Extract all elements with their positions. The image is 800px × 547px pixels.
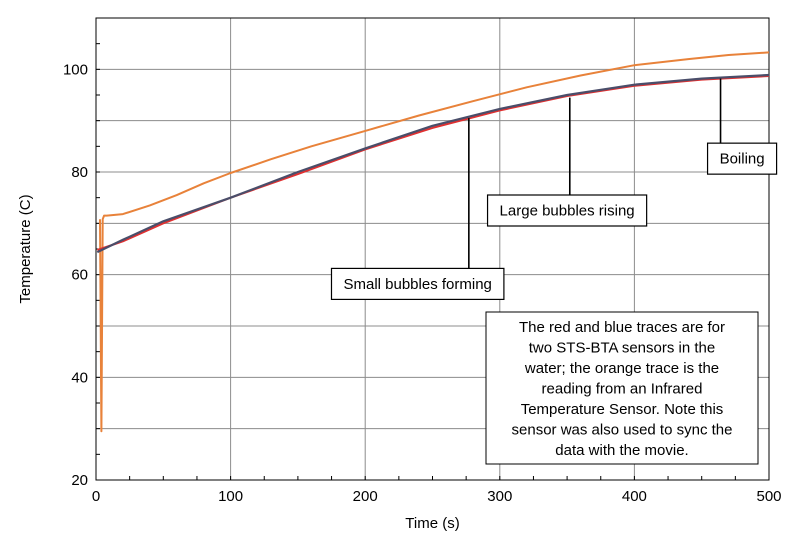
y-tick-label: 40 xyxy=(71,369,88,386)
x-tick-label: 400 xyxy=(622,488,647,505)
annotations: Small bubbles forming Large bubbles risin… xyxy=(330,78,778,301)
x-tick-label: 200 xyxy=(353,488,378,505)
annotation-box xyxy=(486,194,648,227)
annotation-text: Boiling xyxy=(720,151,765,168)
boiling-label: Boiling xyxy=(706,78,778,175)
y-tick-label: 20 xyxy=(71,472,88,489)
y-tick-label: 100 xyxy=(63,61,88,78)
note-box: The red and blue traces are for two STS-B… xyxy=(485,311,759,465)
ticks: 0 100 200 300 400 500 20 40 60 80 100 xyxy=(63,43,782,505)
y-tick-label: 60 xyxy=(71,267,88,284)
blue-trace xyxy=(96,73,770,254)
small-bubbles-label: Small bubbles forming xyxy=(330,118,505,301)
series xyxy=(96,51,770,433)
y-axis-title: Temperature (C) xyxy=(17,194,34,303)
annotation-box xyxy=(706,142,778,175)
note-text: The red and blue traces are for two STS-B… xyxy=(512,319,733,459)
annotation-box xyxy=(330,267,505,301)
red-trace xyxy=(96,75,770,251)
x-tick-label: 500 xyxy=(756,488,781,505)
y-tick-label: 80 xyxy=(71,164,88,181)
orange-trace xyxy=(99,51,770,433)
annotation-text: Large bubbles rising xyxy=(500,203,635,220)
x-tick-label: 0 xyxy=(92,488,100,505)
large-bubbles-label: Large bubbles rising xyxy=(486,97,648,227)
x-tick-label: 300 xyxy=(487,488,512,505)
x-axis-title: Time (s) xyxy=(405,515,459,532)
x-tick-label: 100 xyxy=(218,488,243,505)
annotation-text: Small bubbles forming xyxy=(343,276,491,293)
